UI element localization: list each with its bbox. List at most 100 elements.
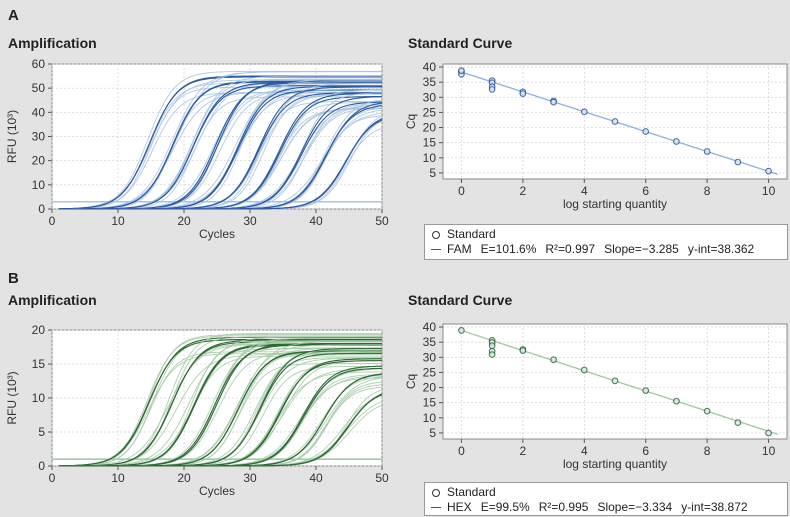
y-tick-label: 40: [32, 105, 46, 119]
standard-point: [519, 90, 527, 98]
x-tick-label: 20: [177, 214, 191, 228]
x-tick-label: 10: [111, 471, 125, 485]
y-tick-label: 20: [423, 381, 437, 395]
x-tick-label: 0: [49, 214, 56, 228]
standard-points: [458, 327, 772, 437]
standard-point: [458, 67, 465, 75]
x-tick-label: 40: [309, 471, 323, 485]
standard-curve-title-b: Standard Curve: [408, 292, 513, 308]
y-tick-label: 30: [32, 130, 46, 144]
y-tick-label: 5: [38, 425, 45, 439]
legend-a: Standard FAM E=101.6% R²=0.997 Slope=−3.…: [424, 224, 788, 260]
x-tick-label: 2: [520, 184, 527, 198]
x-tick-label: 0: [49, 471, 56, 485]
legend-efficiency: E=99.5%: [480, 500, 530, 514]
standard-point: [765, 429, 772, 437]
legend-fit-row: HEX E=99.5% R²=0.995 Slope=−3.334 y-int=…: [431, 500, 781, 515]
standard-point: [734, 419, 742, 427]
y-tick-label: 15: [423, 396, 437, 410]
amplification-curve: [58, 334, 382, 467]
legend-standard-label: Standard: [447, 227, 496, 241]
y-tick-label: 40: [423, 320, 437, 334]
x-axis-label: Cycles: [199, 227, 235, 241]
x-tick-label: 2: [520, 444, 527, 458]
y-tick-label: 10: [32, 391, 46, 405]
legend-standard-row: Standard: [431, 227, 781, 242]
legend-yint: y-int=38.872: [681, 500, 748, 514]
amplification-curves: [58, 70, 383, 210]
amplification-curves: [58, 332, 383, 467]
legend-standard-label: Standard: [447, 485, 496, 499]
standard-point: [488, 351, 496, 358]
amplification-curve: [58, 76, 382, 210]
x-axis-label: log starting quantity: [563, 197, 667, 211]
y-axis-label: RFU (10³): [5, 371, 19, 424]
y-axis-label: Cq: [404, 374, 418, 389]
y-tick-label: 25: [423, 365, 437, 379]
y-tick-label: 50: [32, 81, 46, 95]
fit-line-icon: [431, 507, 441, 508]
x-tick-label: 4: [581, 444, 588, 458]
fit-line-icon: [431, 249, 441, 250]
amplification-title-b: Amplification: [8, 292, 97, 308]
standard-point: [580, 108, 588, 116]
x-tick-label: 20: [177, 471, 191, 485]
legend-r2: R²=0.995: [538, 500, 589, 514]
standard-point: [519, 347, 527, 354]
standard-point: [765, 167, 772, 175]
legend-fluor: HEX: [447, 500, 472, 514]
y-tick-label: 10: [423, 151, 437, 165]
legend-slope: Slope=−3.334: [597, 500, 673, 514]
x-tick-label: 4: [581, 184, 588, 198]
amplification-curve: [58, 336, 382, 467]
y-tick-label: 15: [423, 136, 437, 150]
legend-fit-row: FAM E=101.6% R²=0.997 Slope=−3.285 y-int…: [431, 242, 781, 257]
panel-letter-a: A: [8, 7, 19, 24]
y-tick-label: 5: [429, 426, 436, 440]
y-tick-label: 30: [423, 90, 437, 104]
y-tick-label: 0: [38, 459, 45, 473]
x-tick-label: 50: [375, 471, 389, 485]
amplification-title-a: Amplification: [8, 35, 97, 51]
legend-efficiency: E=101.6%: [480, 242, 537, 256]
standard-points: [458, 67, 772, 175]
panel-letter-b: B: [8, 270, 19, 287]
standard-point: [673, 138, 680, 145]
y-tick-label: 15: [32, 357, 46, 371]
legend-r2: R²=0.997: [545, 242, 596, 256]
x-axis-label: log starting quantity: [563, 457, 667, 471]
x-tick-label: 10: [111, 214, 125, 228]
standard-point: [488, 342, 496, 350]
y-axis-label: Cq: [404, 114, 418, 129]
x-tick-label: 50: [375, 214, 389, 228]
y-tick-label: 0: [38, 202, 45, 216]
standard-point: [734, 158, 742, 166]
standard-point: [642, 387, 650, 394]
standard-point: [580, 366, 588, 374]
legend-b: Standard HEX E=99.5% R²=0.995 Slope=−3.3…: [424, 482, 788, 516]
standard-point: [673, 397, 680, 405]
y-tick-label: 60: [32, 57, 46, 71]
standard-point: [703, 148, 711, 155]
x-tick-label: 10: [762, 444, 776, 458]
y-tick-label: 35: [423, 75, 437, 89]
standard-point: [550, 98, 557, 106]
y-axis-label: RFU (10³): [5, 110, 19, 163]
standard-point: [703, 407, 711, 415]
standard-point: [488, 86, 496, 93]
x-tick-label: 8: [704, 184, 711, 198]
standard-point: [611, 377, 619, 385]
y-tick-label: 25: [423, 105, 437, 119]
legend-slope: Slope=−3.285: [604, 242, 679, 256]
x-tick-label: 6: [642, 444, 649, 458]
y-tick-label: 10: [32, 178, 46, 192]
standard-marker-icon: [432, 230, 440, 239]
y-tick-label: 5: [429, 166, 436, 180]
x-tick-label: 6: [642, 184, 649, 198]
amplification-curve: [58, 71, 382, 210]
x-tick-label: 10: [762, 184, 776, 198]
x-tick-label: 8: [704, 444, 711, 458]
y-tick-label: 10: [423, 411, 437, 425]
